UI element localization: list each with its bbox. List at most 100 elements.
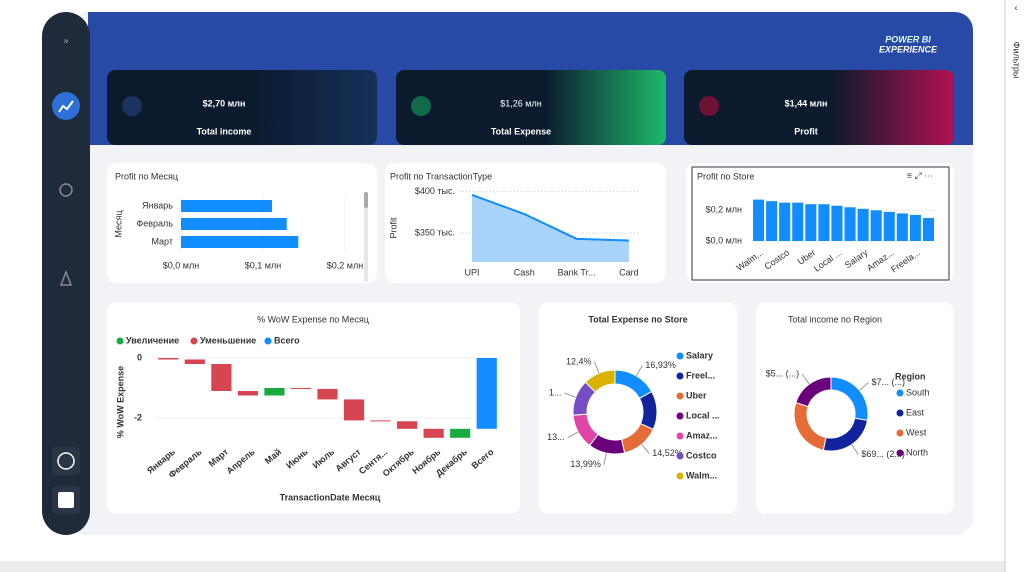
- bar: [423, 428, 444, 438]
- legend-label: Costco: [686, 450, 717, 460]
- legend-dot: [896, 429, 904, 437]
- globe-icon: [57, 452, 75, 470]
- chart-title: Total Expense по Store: [588, 314, 687, 324]
- leader-line: [635, 365, 643, 377]
- x-tick-label: UPI: [464, 267, 479, 277]
- leader-line: [567, 431, 579, 439]
- bar: [181, 236, 299, 248]
- globe-button[interactable]: [52, 447, 80, 475]
- collapse-icon[interactable]: ‹: [1015, 2, 1018, 12]
- data-label: 13,99%: [570, 459, 601, 469]
- legend-dot: [676, 352, 684, 360]
- leader-line: [801, 374, 810, 385]
- bar: [909, 214, 921, 241]
- chart-title: Total income по Region: [788, 314, 882, 324]
- legend-label: Salary: [686, 350, 713, 360]
- chart-title: Profit по Месяц: [115, 171, 178, 181]
- data-label: $7... (...): [872, 377, 906, 387]
- legend-dot: [676, 452, 684, 460]
- area: [472, 194, 629, 262]
- legend-dot: [896, 389, 904, 397]
- bar: [290, 388, 312, 389]
- data-label: $69... (2...): [861, 449, 905, 459]
- legend-label: North: [906, 447, 928, 457]
- scroll-thumb[interactable]: [364, 192, 368, 208]
- bar: [450, 428, 471, 438]
- bar: [158, 358, 179, 360]
- legend-label: Freel...: [686, 370, 715, 380]
- bar: [844, 207, 856, 241]
- data-label: 16,93%: [645, 360, 676, 370]
- bar: [805, 204, 817, 241]
- bar: [211, 364, 232, 391]
- logo-top: POWER BI: [885, 34, 931, 44]
- bar: [181, 218, 287, 230]
- chart-title: Profit по TransactionType: [390, 171, 492, 181]
- bar: [792, 202, 804, 241]
- chart-title: Profit по Store: [697, 171, 754, 181]
- bar: [237, 391, 258, 396]
- leader-line: [641, 444, 650, 455]
- bar: [896, 213, 908, 241]
- legend-label: South: [906, 387, 930, 397]
- kpi-card: [684, 70, 954, 145]
- leader-line: [859, 382, 869, 391]
- x-tick-label: Card: [619, 267, 639, 277]
- y-tick-label: $400 тыс.: [415, 186, 455, 196]
- bar: [818, 204, 830, 241]
- legend-dot: [676, 372, 684, 380]
- x-tick-label: $0,0 млн: [163, 260, 199, 270]
- y-tick-label: -2: [134, 412, 142, 422]
- x-tick-label: Cash: [514, 267, 535, 277]
- legend-dot: [264, 337, 272, 345]
- kpi-label: Total income: [197, 126, 252, 136]
- nav-icon[interactable]: [59, 183, 73, 197]
- bar: [753, 199, 765, 241]
- bar: [343, 399, 365, 421]
- legend-dot: [676, 432, 684, 440]
- leader-line: [564, 392, 576, 398]
- scrollbar[interactable]: [364, 192, 368, 282]
- kpi-label: Profit: [794, 126, 818, 136]
- donut-segment: [584, 369, 616, 393]
- legend-dot: [676, 392, 684, 400]
- panel: [539, 302, 737, 514]
- bar: [184, 359, 205, 364]
- panel: [107, 302, 520, 514]
- data-label: 1...: [549, 387, 562, 397]
- legend-dot: [896, 449, 904, 457]
- bar: [317, 388, 338, 400]
- filters-pane-label[interactable]: Фильтры: [1012, 42, 1022, 79]
- bottom-bar: [0, 561, 1005, 572]
- bar: [831, 205, 843, 241]
- panel-icons[interactable]: ≡ ⤢ ⋯: [907, 170, 933, 180]
- legend-dot: [116, 337, 124, 345]
- bar: [181, 200, 273, 212]
- kpi-icon: [122, 96, 142, 116]
- kpi-value: $2,70 млн: [203, 98, 246, 108]
- y-tick-label: Март: [151, 236, 173, 246]
- legend-label: Local ...: [686, 410, 720, 420]
- nav-home[interactable]: [52, 92, 80, 120]
- bar: [766, 201, 778, 241]
- expand-icon[interactable]: »: [63, 35, 68, 45]
- x-tick-label: Bank Tr...: [558, 267, 596, 277]
- leader-line: [851, 444, 859, 455]
- legend-label: Amaz...: [686, 430, 718, 440]
- y-tick-label: Февраль: [136, 218, 173, 228]
- x-tick-label: $0,2 млн: [327, 260, 363, 270]
- line: [471, 194, 629, 242]
- bar: [476, 358, 497, 429]
- y-tick-label: $350 тыс.: [415, 227, 455, 237]
- bar: [370, 420, 391, 422]
- bar: [779, 202, 791, 241]
- data-label: $5... (...): [766, 369, 800, 379]
- bar: [264, 388, 285, 396]
- kpi-card: [107, 70, 377, 145]
- y-tick-label: 0: [137, 352, 142, 362]
- x-axis-label: TransactionDate Месяц: [280, 492, 381, 502]
- nav-icon[interactable]: [59, 269, 73, 286]
- kpi-value: $1,44 млн: [785, 98, 828, 108]
- legend-label: East: [906, 407, 925, 417]
